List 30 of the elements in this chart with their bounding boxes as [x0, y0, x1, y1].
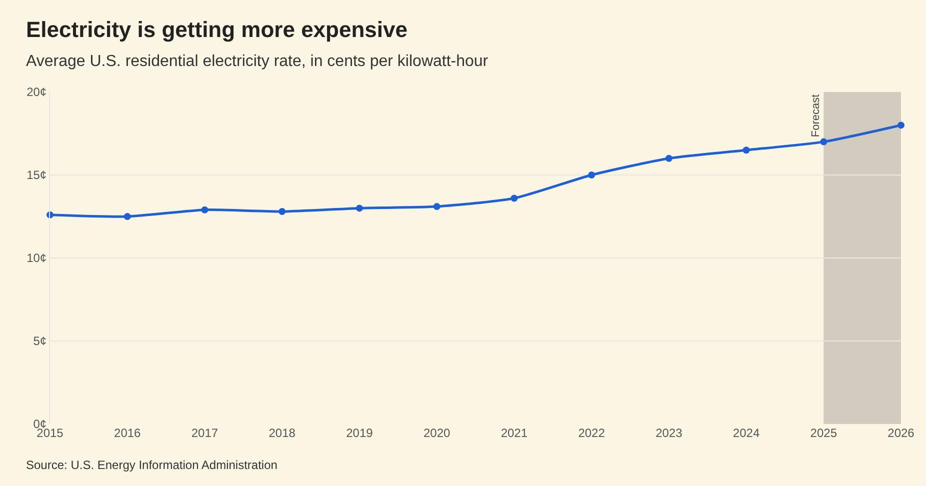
x-tick-label: 2025 [810, 426, 838, 440]
point [201, 206, 208, 214]
point [278, 208, 286, 216]
point [820, 138, 828, 146]
source-note: Source: U.S. Energy Information Administration [26, 458, 278, 472]
x-tick-label: 2016 [114, 426, 142, 440]
x-tick-label: 2022 [578, 426, 606, 440]
x-tick-label: 2020 [423, 426, 450, 440]
point [433, 203, 440, 210]
x-tick-label: 2023 [656, 426, 683, 440]
y-tick-label: 5¢ [33, 334, 47, 348]
chart-subtitle: Average U.S. residential electricity rate, in cents per kilowatt-hour [26, 53, 489, 70]
x-tick-label: 2019 [346, 426, 374, 440]
point [124, 213, 131, 220]
y-tick-label: 20¢ [26, 85, 47, 100]
x-tick-label: 2018 [268, 426, 296, 440]
chart-title: Electricity is getting more expensive [26, 17, 408, 42]
x-tick-label: 2026 [888, 426, 915, 440]
x-tick-label: 2017 [191, 426, 218, 440]
y-tick-label: 10¢ [26, 251, 47, 266]
point [665, 154, 672, 162]
x-tick-label: 2024 [732, 426, 760, 440]
point [898, 122, 904, 129]
x-tick-label: 2021 [500, 426, 528, 440]
band-label: Forecast [810, 94, 822, 138]
point [588, 172, 596, 178]
point [742, 146, 750, 154]
y-tick-label: 15¢ [26, 168, 47, 182]
point [510, 194, 518, 202]
point [356, 204, 363, 212]
